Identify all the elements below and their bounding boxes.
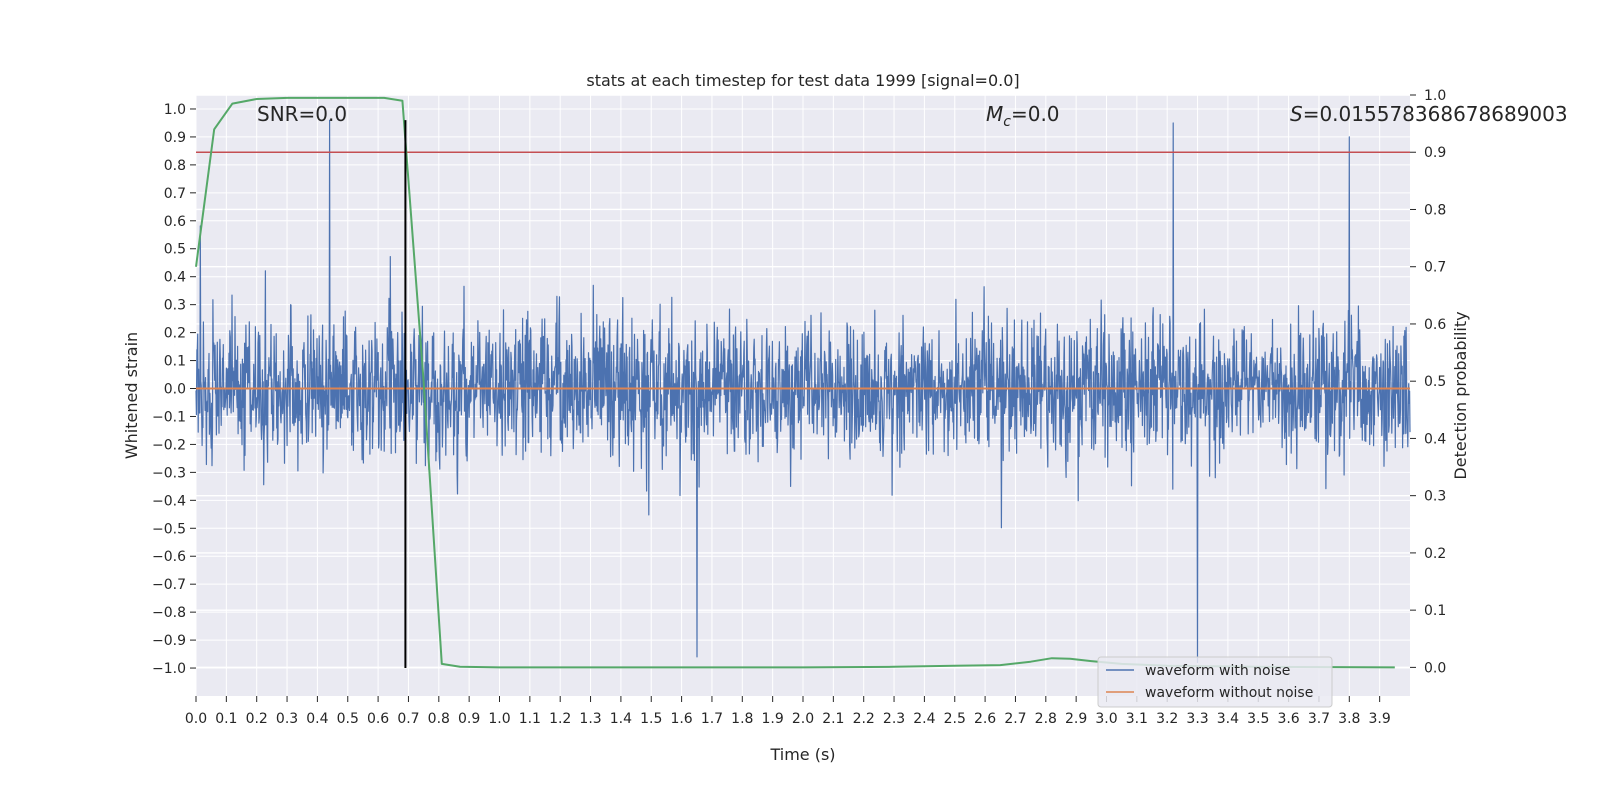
x-tick-label: 1.2 [549, 711, 571, 727]
y-left-tick-label: 0.6 [164, 214, 186, 230]
x-tick-label: 2.3 [883, 711, 905, 727]
chart-title: stats at each timestep for test data 199… [586, 71, 1019, 90]
x-tick-label: 3.3 [1186, 711, 1208, 727]
y-left-tick-label: 0.2 [164, 326, 186, 342]
y-axis-right-label: Detection probability [1451, 311, 1470, 479]
y-left-tick-label: −0.1 [152, 409, 186, 425]
y-right-tick-label: 0.5 [1424, 374, 1446, 390]
y-left-tick-label: −0.6 [152, 549, 186, 565]
x-tick-label: 3.0 [1095, 711, 1117, 727]
mc-symbol: M [986, 102, 1003, 126]
mc-value: =0.0 [1011, 102, 1060, 126]
y-left-tick-label: 0.1 [164, 354, 186, 370]
y-right-tick-label: 0.2 [1424, 546, 1446, 562]
x-tick-label: 3.4 [1217, 711, 1239, 727]
x-tick-label: 0.5 [337, 711, 359, 727]
y-axis-left-label: Whitened strain [122, 332, 141, 459]
y-left-tick-label: −0.2 [152, 437, 186, 453]
x-tick-label: 1.8 [731, 711, 753, 727]
x-tick-label: 2.9 [1065, 711, 1087, 727]
y-right-tick-label: 0.9 [1424, 145, 1446, 161]
mc-annotation: Mc=0.0 [986, 102, 1060, 130]
y-left-tick-label: −0.4 [152, 493, 186, 509]
legend-label-waveform-without-noise: waveform without noise [1145, 685, 1313, 701]
x-tick-label: 0.1 [215, 711, 237, 727]
legend: waveform with noise waveform without noi… [1097, 656, 1333, 708]
x-axis-ticks: 0.0 0.1 0.2 0.3 0.4 0.5 0.6 0.7 0.8 0.9 1.0 1.1 1.2 1… [185, 696, 1391, 727]
s-symbol: S [1290, 102, 1303, 126]
y-left-tick-label: −0.8 [152, 605, 186, 621]
x-tick-label: 0.0 [185, 711, 207, 727]
x-tick-label: 0.9 [458, 711, 480, 727]
y-left-tick-label: 0.0 [164, 382, 186, 398]
x-tick-label: 1.5 [640, 711, 662, 727]
y-left-tick-label: 0.7 [164, 186, 186, 202]
x-tick-label: 1.6 [670, 711, 692, 727]
x-tick-label: 3.6 [1277, 711, 1299, 727]
y-right-tick-label: 1.0 [1424, 88, 1446, 104]
y-right-tick-label: 0.6 [1424, 317, 1446, 333]
x-tick-label: 2.7 [1004, 711, 1026, 727]
x-tick-label: 0.2 [246, 711, 268, 727]
y-left-tick-label: 0.5 [164, 242, 186, 258]
x-tick-label: 2.2 [853, 711, 875, 727]
x-tick-label: 1.3 [579, 711, 601, 727]
x-tick-label: 3.8 [1338, 711, 1360, 727]
y-left-tick-label: 0.3 [164, 298, 186, 314]
x-tick-label: 2.4 [913, 711, 935, 727]
s-annotation: S=0.015578368678689003 [1290, 102, 1568, 126]
s-value: =0.015578368678689003 [1303, 102, 1568, 126]
y-left-tick-label: 1.0 [164, 102, 186, 118]
x-tick-label: 1.4 [610, 711, 632, 727]
x-tick-label: 0.4 [306, 711, 328, 727]
y-left-tick-label: −0.7 [152, 577, 186, 593]
x-tick-label: 3.7 [1308, 711, 1330, 727]
x-tick-label: 0.8 [428, 711, 450, 727]
y-left-tick-label: 0.8 [164, 158, 186, 174]
x-tick-label: 1.0 [488, 711, 510, 727]
waveform-with-noise-line [195, 119, 1411, 664]
x-tick-label: 3.1 [1126, 711, 1148, 727]
snr-annotation: SNR=0.0 [257, 102, 347, 126]
y-left-tick-label: −1.0 [152, 661, 186, 677]
y-left-tick-label: 0.9 [164, 130, 186, 146]
x-tick-label: 2.6 [974, 711, 996, 727]
y-right-tick-label: 0.7 [1424, 260, 1446, 276]
detection-probability-line [195, 96, 1395, 669]
series-waveform-with-noise [195, 119, 1411, 664]
legend-box [1097, 656, 1333, 708]
x-tick-label: 2.1 [822, 711, 844, 727]
x-tick-label: 2.5 [944, 711, 966, 727]
x-tick-label: 0.6 [367, 711, 389, 727]
y-right-tick-label: 0.0 [1424, 660, 1446, 676]
y-right-tick-label: 0.1 [1424, 603, 1446, 619]
y-right-tick-label: 0.3 [1424, 489, 1446, 505]
legend-label-waveform-with-noise: waveform with noise [1145, 663, 1290, 679]
y-left-tick-label: −0.9 [152, 633, 186, 649]
y-right-tick-label: 0.8 [1424, 202, 1446, 218]
y-left-tick-label: 0.4 [164, 270, 186, 286]
y-right-tick-label: 0.4 [1424, 431, 1446, 447]
mc-subscript: c [1003, 114, 1011, 130]
x-tick-label: 3.5 [1247, 711, 1269, 727]
x-tick-label: 3.2 [1156, 711, 1178, 727]
left-axis-ticks: 1.0 0.9 0.8 0.7 0.6 0.5 0.4 0.3 0.2 0.1 0.0 −0.1 −0.… [152, 102, 196, 677]
x-tick-label: 1.1 [519, 711, 541, 727]
x-tick-label: 1.7 [701, 711, 723, 727]
y-left-tick-label: −0.5 [152, 521, 186, 537]
x-tick-label: 3.9 [1369, 711, 1391, 727]
x-tick-label: 1.9 [762, 711, 784, 727]
x-tick-label: 0.7 [397, 711, 419, 727]
x-tick-label: 0.3 [276, 711, 298, 727]
x-axis-label: Time (s) [769, 745, 835, 764]
x-tick-label: 2.8 [1035, 711, 1057, 727]
x-tick-label: 2.0 [792, 711, 814, 727]
y-left-tick-label: −0.3 [152, 465, 186, 481]
right-axis-ticks: 1.0 0.9 0.8 0.7 0.6 0.5 0.4 0.3 0.2 0.1 0.0 [1410, 88, 1446, 676]
